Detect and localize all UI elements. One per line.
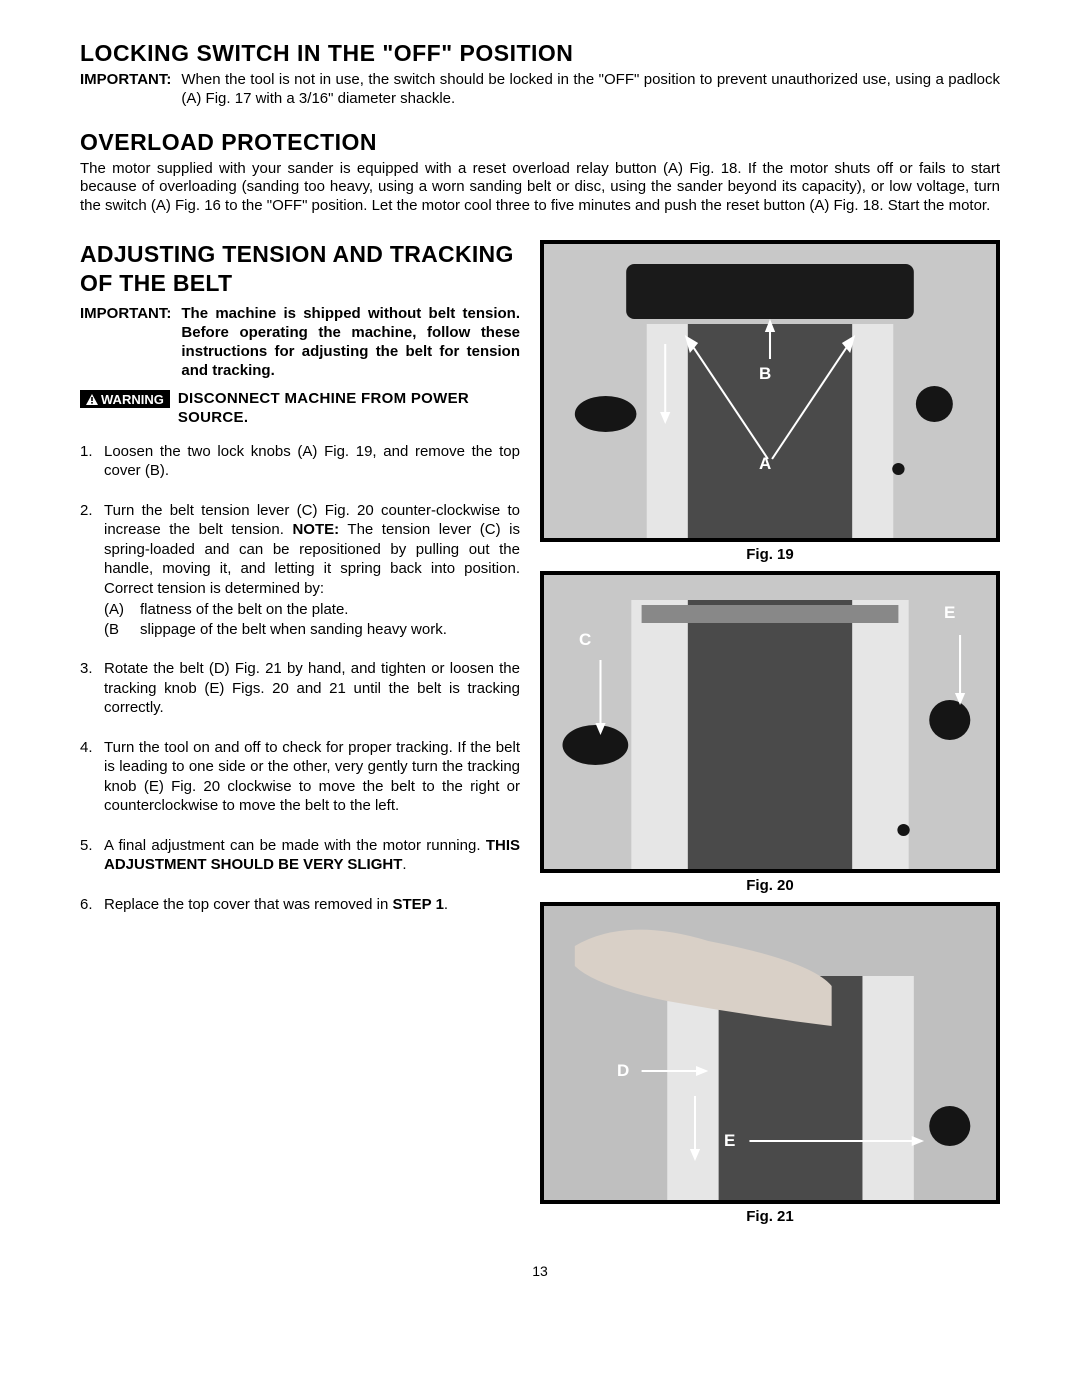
figure-21-diagram [544, 906, 996, 1200]
fig21-label-e: E [724, 1131, 735, 1151]
step-2-sub-b: (B slippage of the belt when sanding hea… [104, 620, 520, 640]
step-6-bold: STEP 1 [393, 896, 444, 913]
fig20-label-c: C [579, 630, 591, 650]
step-2-sublist: (A) flatness of the belt on the plate. (… [104, 600, 520, 639]
section1-text: When the tool is not in use, the switch … [181, 71, 1000, 109]
figure-19: B A [540, 240, 1000, 542]
step-6: Replace the top cover that was removed i… [80, 895, 520, 915]
warning-triangle-icon [86, 394, 98, 405]
step-2: Turn the belt tension lever (C) Fig. 20 … [80, 501, 520, 640]
figure-20: C E [540, 571, 1000, 873]
warning-label-text: WARNING [101, 392, 164, 407]
sub-letter-a: (A) [104, 600, 140, 620]
section2-text: The motor supplied with your sander is e… [80, 160, 1000, 216]
step-2-note-label: NOTE: [292, 521, 339, 538]
important-text: The machine is shipped without belt tens… [181, 305, 520, 380]
step-5-text-c: . [402, 856, 406, 873]
heading-locking-switch: LOCKING SWITCH IN THE "OFF" POSITION [80, 40, 1000, 67]
steps-list: Loosen the two lock knobs (A) Fig. 19, a… [80, 442, 520, 915]
step-5: A final adjustment can be made with the … [80, 836, 520, 875]
fig20-label-e: E [944, 603, 955, 623]
fig19-caption: Fig. 19 [540, 546, 1000, 563]
step-6-text-c: . [444, 896, 448, 913]
sub-text-b: slippage of the belt when sanding heavy … [140, 620, 447, 640]
figure-20-diagram [544, 575, 996, 869]
left-column: ADJUSTING TENSION AND TRACKING OF THE BE… [80, 240, 520, 1233]
step-1: Loosen the two lock knobs (A) Fig. 19, a… [80, 442, 520, 481]
step-2-sub-a: (A) flatness of the belt on the plate. [104, 600, 520, 620]
sub-text-a: flatness of the belt on the plate. [140, 600, 348, 620]
step-3: Rotate the belt (D) Fig. 21 by hand, and… [80, 659, 520, 718]
fig21-label-d: D [617, 1061, 629, 1081]
fig19-label-b: B [759, 364, 771, 384]
warning-block: WARNING DISCONNECT MACHINE FROM POWER SO… [80, 390, 520, 428]
step-4: Turn the tool on and off to check for pr… [80, 738, 520, 816]
warning-badge: WARNING [80, 390, 170, 408]
figure-21: D E [540, 902, 1000, 1204]
page-number: 13 [80, 1263, 1000, 1279]
fig21-caption: Fig. 21 [540, 1208, 1000, 1225]
important-block: IMPORTANT: The machine is shipped withou… [80, 305, 520, 380]
fig20-caption: Fig. 20 [540, 877, 1000, 894]
heading-adjusting: ADJUSTING TENSION AND TRACKING OF THE BE… [80, 240, 520, 298]
two-column-layout: ADJUSTING TENSION AND TRACKING OF THE BE… [80, 240, 1000, 1233]
sub-letter-b: (B [104, 620, 140, 640]
important-label-2: IMPORTANT: [80, 305, 171, 380]
important-label: IMPORTANT: [80, 71, 171, 109]
step-5-text-a: A final adjustment can be made with the … [104, 837, 486, 854]
step-6-text-a: Replace the top cover that was removed i… [104, 896, 393, 913]
fig19-label-a: A [759, 454, 771, 474]
heading-overload: OVERLOAD PROTECTION [80, 129, 1000, 156]
figure-19-diagram [544, 244, 996, 538]
right-column: B A Fig. 19 C E Fig. 20 [540, 240, 1000, 1233]
warning-text: DISCONNECT MACHINE FROM POWER SOURCE. [178, 390, 520, 428]
section1-body: IMPORTANT: When the tool is not in use, … [80, 71, 1000, 109]
